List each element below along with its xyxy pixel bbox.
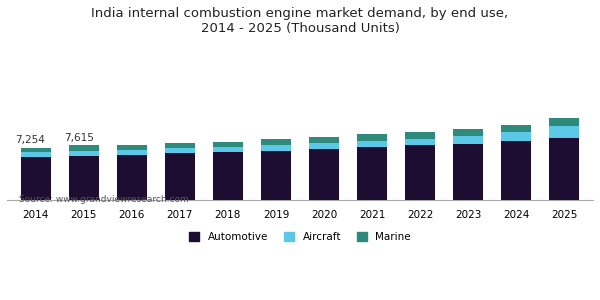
Bar	[357, 141, 387, 147]
Bar	[165, 148, 195, 153]
Bar	[165, 143, 195, 148]
Bar	[501, 132, 531, 141]
Bar	[453, 136, 483, 144]
Bar	[405, 132, 435, 139]
Bar	[261, 139, 291, 145]
Text: 7,254: 7,254	[16, 135, 46, 146]
Bar	[213, 147, 243, 152]
Bar	[550, 138, 579, 200]
Bar	[405, 146, 435, 200]
Bar	[117, 150, 147, 155]
Legend: Automotive, Aircraft, Marine: Automotive, Aircraft, Marine	[185, 228, 415, 246]
Bar	[501, 124, 531, 132]
Bar	[69, 151, 99, 156]
Bar	[309, 149, 339, 200]
Bar	[501, 141, 531, 200]
Bar	[550, 126, 579, 138]
Bar	[213, 142, 243, 147]
Bar	[405, 139, 435, 145]
Bar	[21, 148, 50, 152]
Bar	[550, 118, 579, 126]
Bar	[453, 144, 483, 200]
Bar	[309, 137, 339, 143]
Bar	[453, 129, 483, 136]
Bar	[117, 145, 147, 150]
Bar	[261, 151, 291, 200]
Bar	[309, 143, 339, 149]
Bar	[69, 156, 99, 200]
Text: 7,615: 7,615	[64, 133, 94, 143]
Bar	[21, 158, 50, 200]
Bar	[357, 134, 387, 141]
Bar	[261, 145, 291, 151]
Text: Source: www.grandviewresearch.com: Source: www.grandviewresearch.com	[19, 194, 188, 203]
Bar	[117, 155, 147, 200]
Title: India internal combustion engine market demand, by end use,
2014 - 2025 (Thousan: India internal combustion engine market …	[91, 7, 509, 35]
Bar	[21, 152, 50, 158]
Bar	[69, 145, 99, 151]
Bar	[357, 147, 387, 200]
Bar	[165, 153, 195, 200]
Bar	[213, 152, 243, 200]
